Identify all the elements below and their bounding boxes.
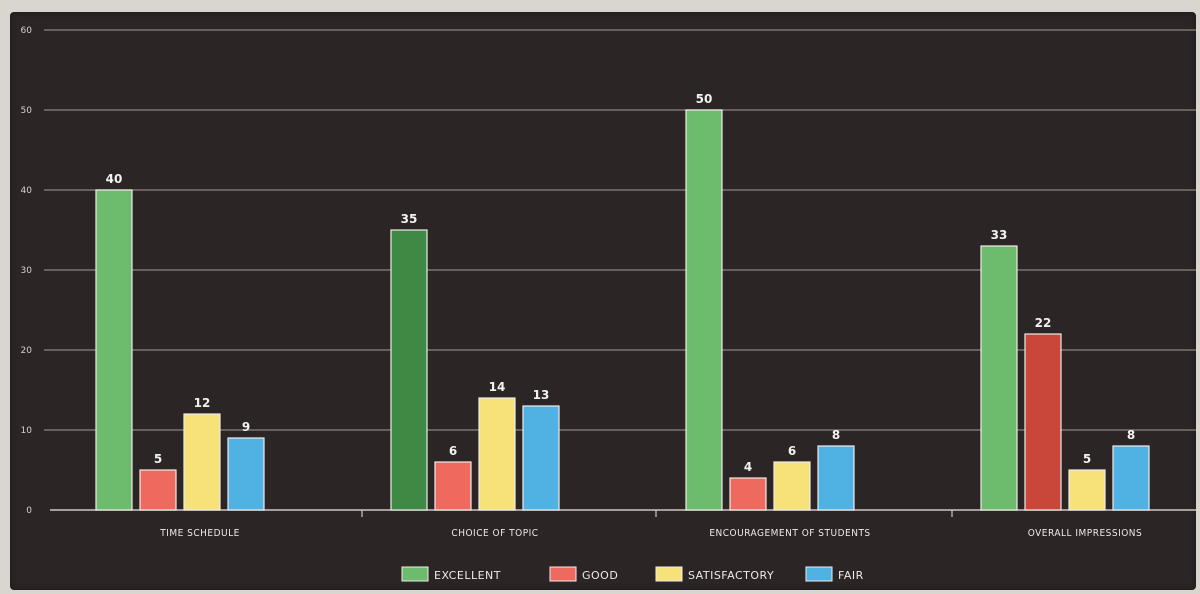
- bar-excellent-4: [980, 245, 1018, 511]
- bar-good-1: [139, 469, 177, 511]
- bar-excellent-3: [685, 109, 723, 511]
- legend-label-good: GOOD: [582, 569, 618, 582]
- data-label: 12: [194, 396, 211, 410]
- data-label: 14: [489, 380, 506, 394]
- bar-good-4: [1024, 333, 1062, 511]
- data-label: 6: [788, 444, 796, 458]
- data-label: 4: [744, 460, 752, 474]
- chart-frame: 0 10 20 30 40 50 60 40 5 12 9 TIME SCHEDULE 35 6 14 13 C…: [10, 12, 1196, 590]
- data-label: 8: [1127, 428, 1135, 442]
- bar-good-3: [729, 477, 767, 511]
- legend-swatch-satisfactory: [655, 566, 683, 582]
- bar-satisfactory-2: [478, 397, 516, 511]
- y-tick-label: 10: [21, 426, 33, 436]
- category-label: CHOICE OF TOPIC: [451, 528, 538, 539]
- data-label: 40: [106, 172, 123, 186]
- y-tick-label: 60: [21, 26, 33, 36]
- legend-label-satisfactory: SATISFACTORY: [688, 569, 774, 582]
- bar-satisfactory-3: [773, 461, 811, 511]
- y-tick-label: 30: [21, 266, 33, 276]
- category-label: ENCOURAGEMENT OF STUDENTS: [709, 528, 870, 539]
- bar-excellent-2: [390, 229, 428, 511]
- data-label: 9: [242, 420, 250, 434]
- data-label: 8: [832, 428, 840, 442]
- data-label: 33: [991, 228, 1008, 242]
- legend-swatch-fair: [805, 566, 833, 582]
- bar-fair-1: [227, 437, 265, 511]
- category-label: OVERALL IMPRESSIONS: [1028, 528, 1143, 539]
- data-label: 6: [449, 444, 457, 458]
- legend-swatch-good: [549, 566, 577, 582]
- bar-good-2: [434, 461, 472, 511]
- bar-fair-2: [522, 405, 560, 511]
- data-label: 13: [533, 388, 550, 402]
- y-tick-label: 50: [21, 106, 33, 116]
- y-tick-label: 40: [21, 186, 33, 196]
- legend-label-excellent: EXCELLENT: [434, 569, 501, 582]
- data-label: 5: [154, 452, 162, 466]
- y-tick-label: 20: [21, 346, 33, 356]
- bar-satisfactory-1: [183, 413, 221, 511]
- bar-satisfactory-4: [1068, 469, 1106, 511]
- bar-excellent-1: [95, 189, 133, 511]
- y-tick-label: 0: [26, 506, 32, 516]
- category-label: TIME SCHEDULE: [159, 528, 240, 539]
- data-label: 5: [1083, 452, 1091, 466]
- data-label: 22: [1035, 316, 1052, 330]
- bar-fair-4: [1112, 445, 1150, 511]
- data-label: 35: [401, 212, 418, 226]
- data-label: 50: [696, 92, 713, 106]
- bar-chart: 0 10 20 30 40 50 60 40 5 12 9 TIME SCHEDULE 35 6 14 13 C…: [21, 26, 1196, 582]
- bar-fair-3: [817, 445, 855, 511]
- legend-swatch-excellent: [401, 566, 429, 582]
- legend-label-fair: FAIR: [838, 569, 864, 582]
